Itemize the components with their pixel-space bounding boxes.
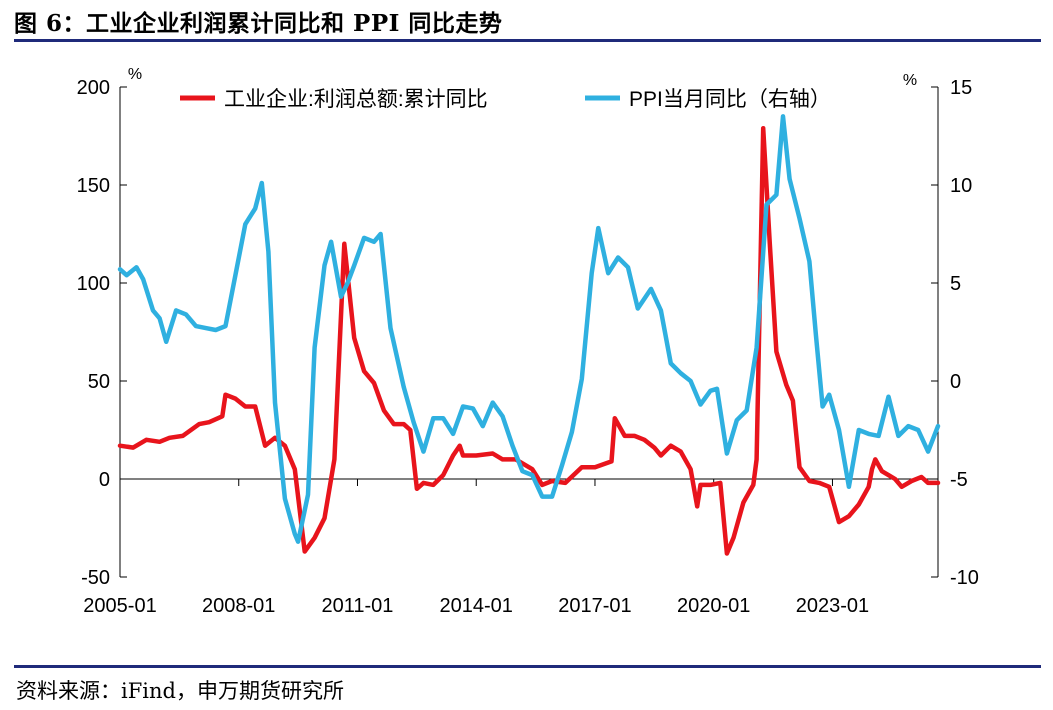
x-tick-label: 2011-01 — [322, 595, 394, 617]
x-tick-label: 2017-01 — [558, 595, 631, 617]
left-tick-label: 150 — [77, 175, 110, 197]
left-tick-label: 200 — [77, 77, 110, 99]
x-axis-ticks: 2005-01 2008-01 2011-01 2014-01 2017-01 2020-… — [83, 479, 869, 617]
legend: 工业企业:利润总额:累计同比 PPI当月同比（右轴） — [180, 88, 831, 111]
left-tick-label: 50 — [88, 371, 110, 393]
series-layer — [117, 114, 941, 556]
left-tick-label: -50 — [81, 567, 110, 589]
left-axis-unit: % — [128, 66, 142, 83]
right-tick-label: 10 — [950, 175, 972, 197]
footer-rule — [14, 665, 1041, 668]
title-rule — [14, 39, 1041, 42]
right-tick-label: 0 — [950, 371, 961, 393]
right-axis-unit: % — [903, 72, 917, 89]
x-tick-label: 2008-01 — [202, 595, 275, 617]
x-tick-label: 2014-01 — [440, 595, 513, 617]
left-tick-label: 0 — [99, 469, 110, 491]
legend-label-ppi: PPI当月同比（右轴） — [629, 88, 831, 111]
legend-label-profit: 工业企业:利润总额:累计同比 — [224, 88, 488, 111]
x-tick-label: 2023-01 — [796, 595, 869, 617]
chart-axes — [119, 87, 939, 577]
x-tick-label: 2020-01 — [677, 595, 750, 617]
left-tick-label: 100 — [77, 273, 110, 295]
right-tick-label: -5 — [950, 469, 968, 491]
right-tick-label: -10 — [950, 567, 979, 589]
right-tick-label: 15 — [950, 77, 972, 99]
x-tick-label: 2005-01 — [83, 595, 156, 617]
source-note: 资料来源：iFind，申万期货研究所 — [16, 679, 344, 703]
right-axis-ticks: -10 -5 0 5 10 15 — [931, 77, 979, 589]
figure-title: 图 6：工业企业利润累计同比和 PPI 同比走势 — [14, 10, 503, 37]
ppi-series-line — [117, 114, 941, 544]
right-tick-label: 5 — [950, 273, 961, 295]
left-axis-ticks: -50 0 50 100 150 200 — [77, 77, 127, 589]
